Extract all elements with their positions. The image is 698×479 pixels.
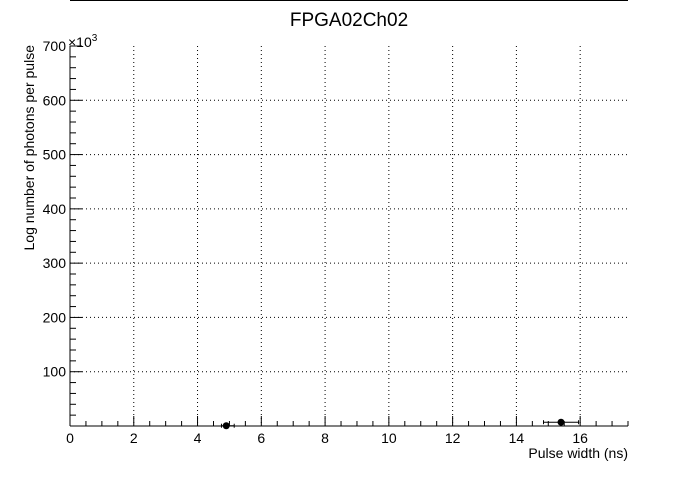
y-multiplier-base: ×10 — [68, 34, 92, 50]
grid-layer — [70, 46, 628, 426]
x-tick-label: 6 — [257, 430, 265, 446]
y-tick-label: 100 — [43, 364, 67, 380]
ticks-layer — [69, 45, 629, 427]
x-tick-label: 14 — [509, 430, 525, 446]
y-tick-label: 600 — [43, 92, 67, 108]
chart-title: FPGA02Ch02 — [290, 10, 408, 31]
x-tick-label: 10 — [381, 430, 397, 446]
x-tick-label: 16 — [572, 430, 588, 446]
y-tick-label: 300 — [43, 255, 67, 271]
y-tick-label: 500 — [43, 147, 67, 163]
y-tick-label: 700 — [43, 38, 67, 54]
x-tick-label: 0 — [66, 430, 74, 446]
tick-labels-layer: 0 2 4 6 8 10 12 14 16 100 200 300 400 500 600 700 — [43, 38, 589, 446]
data-point — [222, 422, 230, 430]
y-axis-label: Log number of photons per pulse — [21, 45, 37, 251]
y-multiplier-exponent: 3 — [92, 33, 98, 44]
axes-layer — [69, 46, 628, 427]
y-tick-label: 400 — [43, 201, 67, 217]
x-tick-label: 12 — [445, 430, 461, 446]
x-tick-label: 8 — [321, 430, 329, 446]
y-multiplier: ×103 — [68, 33, 98, 50]
y-tick-label: 200 — [43, 309, 67, 325]
x-axis-label: Pulse width (ns) — [528, 445, 628, 461]
x-tick-label: 2 — [130, 430, 138, 446]
data-points-layer — [220, 418, 580, 430]
data-point — [557, 418, 565, 426]
x-tick-label: 4 — [194, 430, 202, 446]
